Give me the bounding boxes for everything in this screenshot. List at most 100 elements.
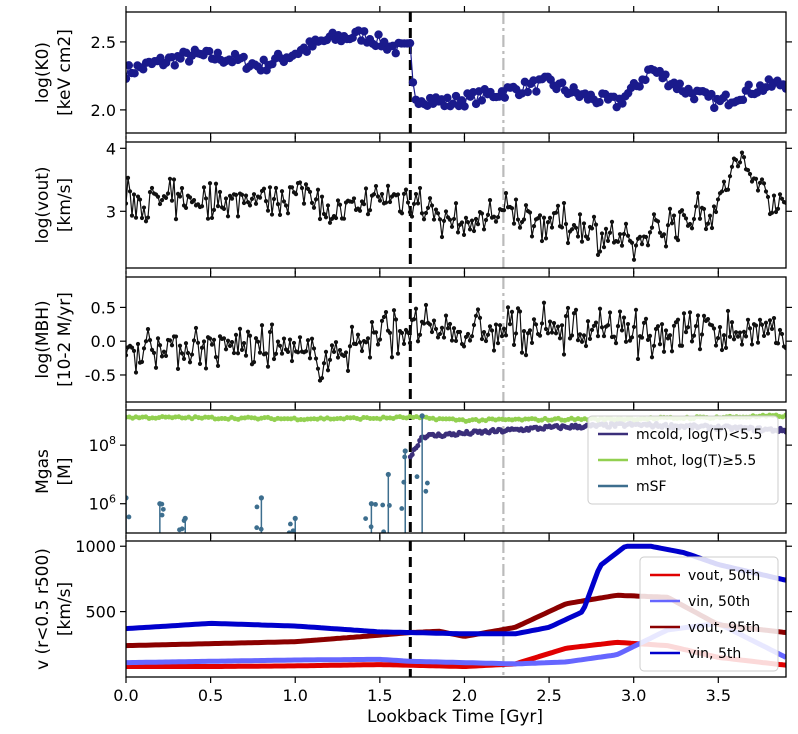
data-point [453, 338, 459, 343]
data-point [329, 343, 335, 348]
data-point [297, 180, 303, 185]
data-point [547, 215, 553, 220]
data-point [433, 326, 439, 332]
data-point [170, 61, 179, 70]
data-point [615, 323, 621, 329]
data-point [543, 326, 549, 332]
data-point [633, 307, 639, 312]
data-point [655, 219, 661, 224]
data-point [269, 322, 275, 327]
data-point [423, 488, 429, 494]
data-point [321, 361, 327, 366]
data-point [765, 331, 771, 336]
data-point [709, 225, 715, 231]
data-point [671, 323, 677, 328]
data-point [517, 225, 523, 230]
data-point [469, 334, 475, 339]
data-point [149, 185, 155, 191]
data-point [357, 208, 363, 213]
data-point [585, 319, 591, 324]
data-point [423, 210, 429, 216]
data-point [391, 49, 400, 58]
data-point [695, 313, 701, 318]
data-point [633, 243, 639, 248]
data-point [327, 220, 333, 225]
data-point [213, 48, 223, 58]
data-point [130, 69, 139, 78]
data-point [357, 340, 363, 345]
legend-label: mhot, log(T)≥5.5 [636, 453, 756, 469]
data-point [563, 314, 569, 319]
data-point [399, 211, 405, 216]
data-point [507, 322, 513, 327]
data-point [665, 336, 671, 341]
legend-box [587, 415, 779, 505]
data-point [481, 227, 487, 232]
data-point [651, 212, 657, 217]
data-point [179, 526, 185, 532]
data-point [368, 501, 374, 507]
data-point [271, 356, 277, 362]
data-point [401, 479, 407, 485]
data-point [661, 349, 667, 354]
data-point [733, 157, 739, 163]
data-point [551, 321, 557, 326]
data-point [693, 204, 699, 209]
data-point [669, 221, 675, 226]
data-point [427, 322, 433, 327]
data-point [161, 349, 167, 354]
data-point [745, 317, 751, 322]
data-point [141, 346, 147, 351]
data-point [165, 191, 171, 196]
data-point [156, 53, 165, 63]
data-point [509, 206, 515, 211]
data-point [663, 244, 669, 249]
data-point [773, 209, 779, 215]
data-point [467, 227, 473, 232]
data-point [261, 186, 267, 191]
data-point [323, 349, 329, 354]
data-point [303, 349, 309, 354]
data-point [401, 191, 407, 196]
data-point [309, 336, 315, 341]
data-point [479, 211, 485, 216]
data-point [605, 323, 611, 328]
data-point [377, 337, 383, 342]
data-point [243, 193, 249, 198]
y-axis-label-line: log(K0) [33, 42, 53, 103]
data-point [635, 82, 644, 91]
data-point [467, 338, 473, 343]
data-point [371, 192, 377, 197]
data-point [195, 340, 201, 345]
data-point [402, 454, 408, 460]
data-point [453, 201, 459, 206]
data-point [211, 207, 217, 213]
data-point [187, 360, 193, 365]
data-point [511, 221, 517, 226]
data-point [333, 215, 339, 221]
data-point [715, 336, 721, 341]
legend-vel: vout, 50th vin, 50th vout, 95th vin, 5th [639, 556, 779, 672]
data-point [565, 240, 571, 246]
data-point [205, 216, 211, 221]
data-point [315, 366, 321, 371]
data-point [353, 341, 359, 347]
data-point [753, 176, 759, 182]
data-point [739, 342, 745, 347]
data-point [697, 347, 703, 352]
data-point [345, 368, 351, 373]
data-point [639, 242, 645, 247]
data-point [427, 196, 433, 201]
data-point [651, 343, 657, 348]
data-point [243, 353, 249, 358]
data-point [163, 353, 169, 359]
data-point [377, 198, 383, 203]
data-point [421, 217, 427, 222]
data-point [239, 192, 245, 197]
data-point [473, 313, 479, 318]
data-point [211, 337, 217, 342]
data-point [471, 228, 477, 234]
data-point [579, 339, 585, 344]
data-point [247, 333, 253, 338]
data-point [710, 103, 719, 113]
